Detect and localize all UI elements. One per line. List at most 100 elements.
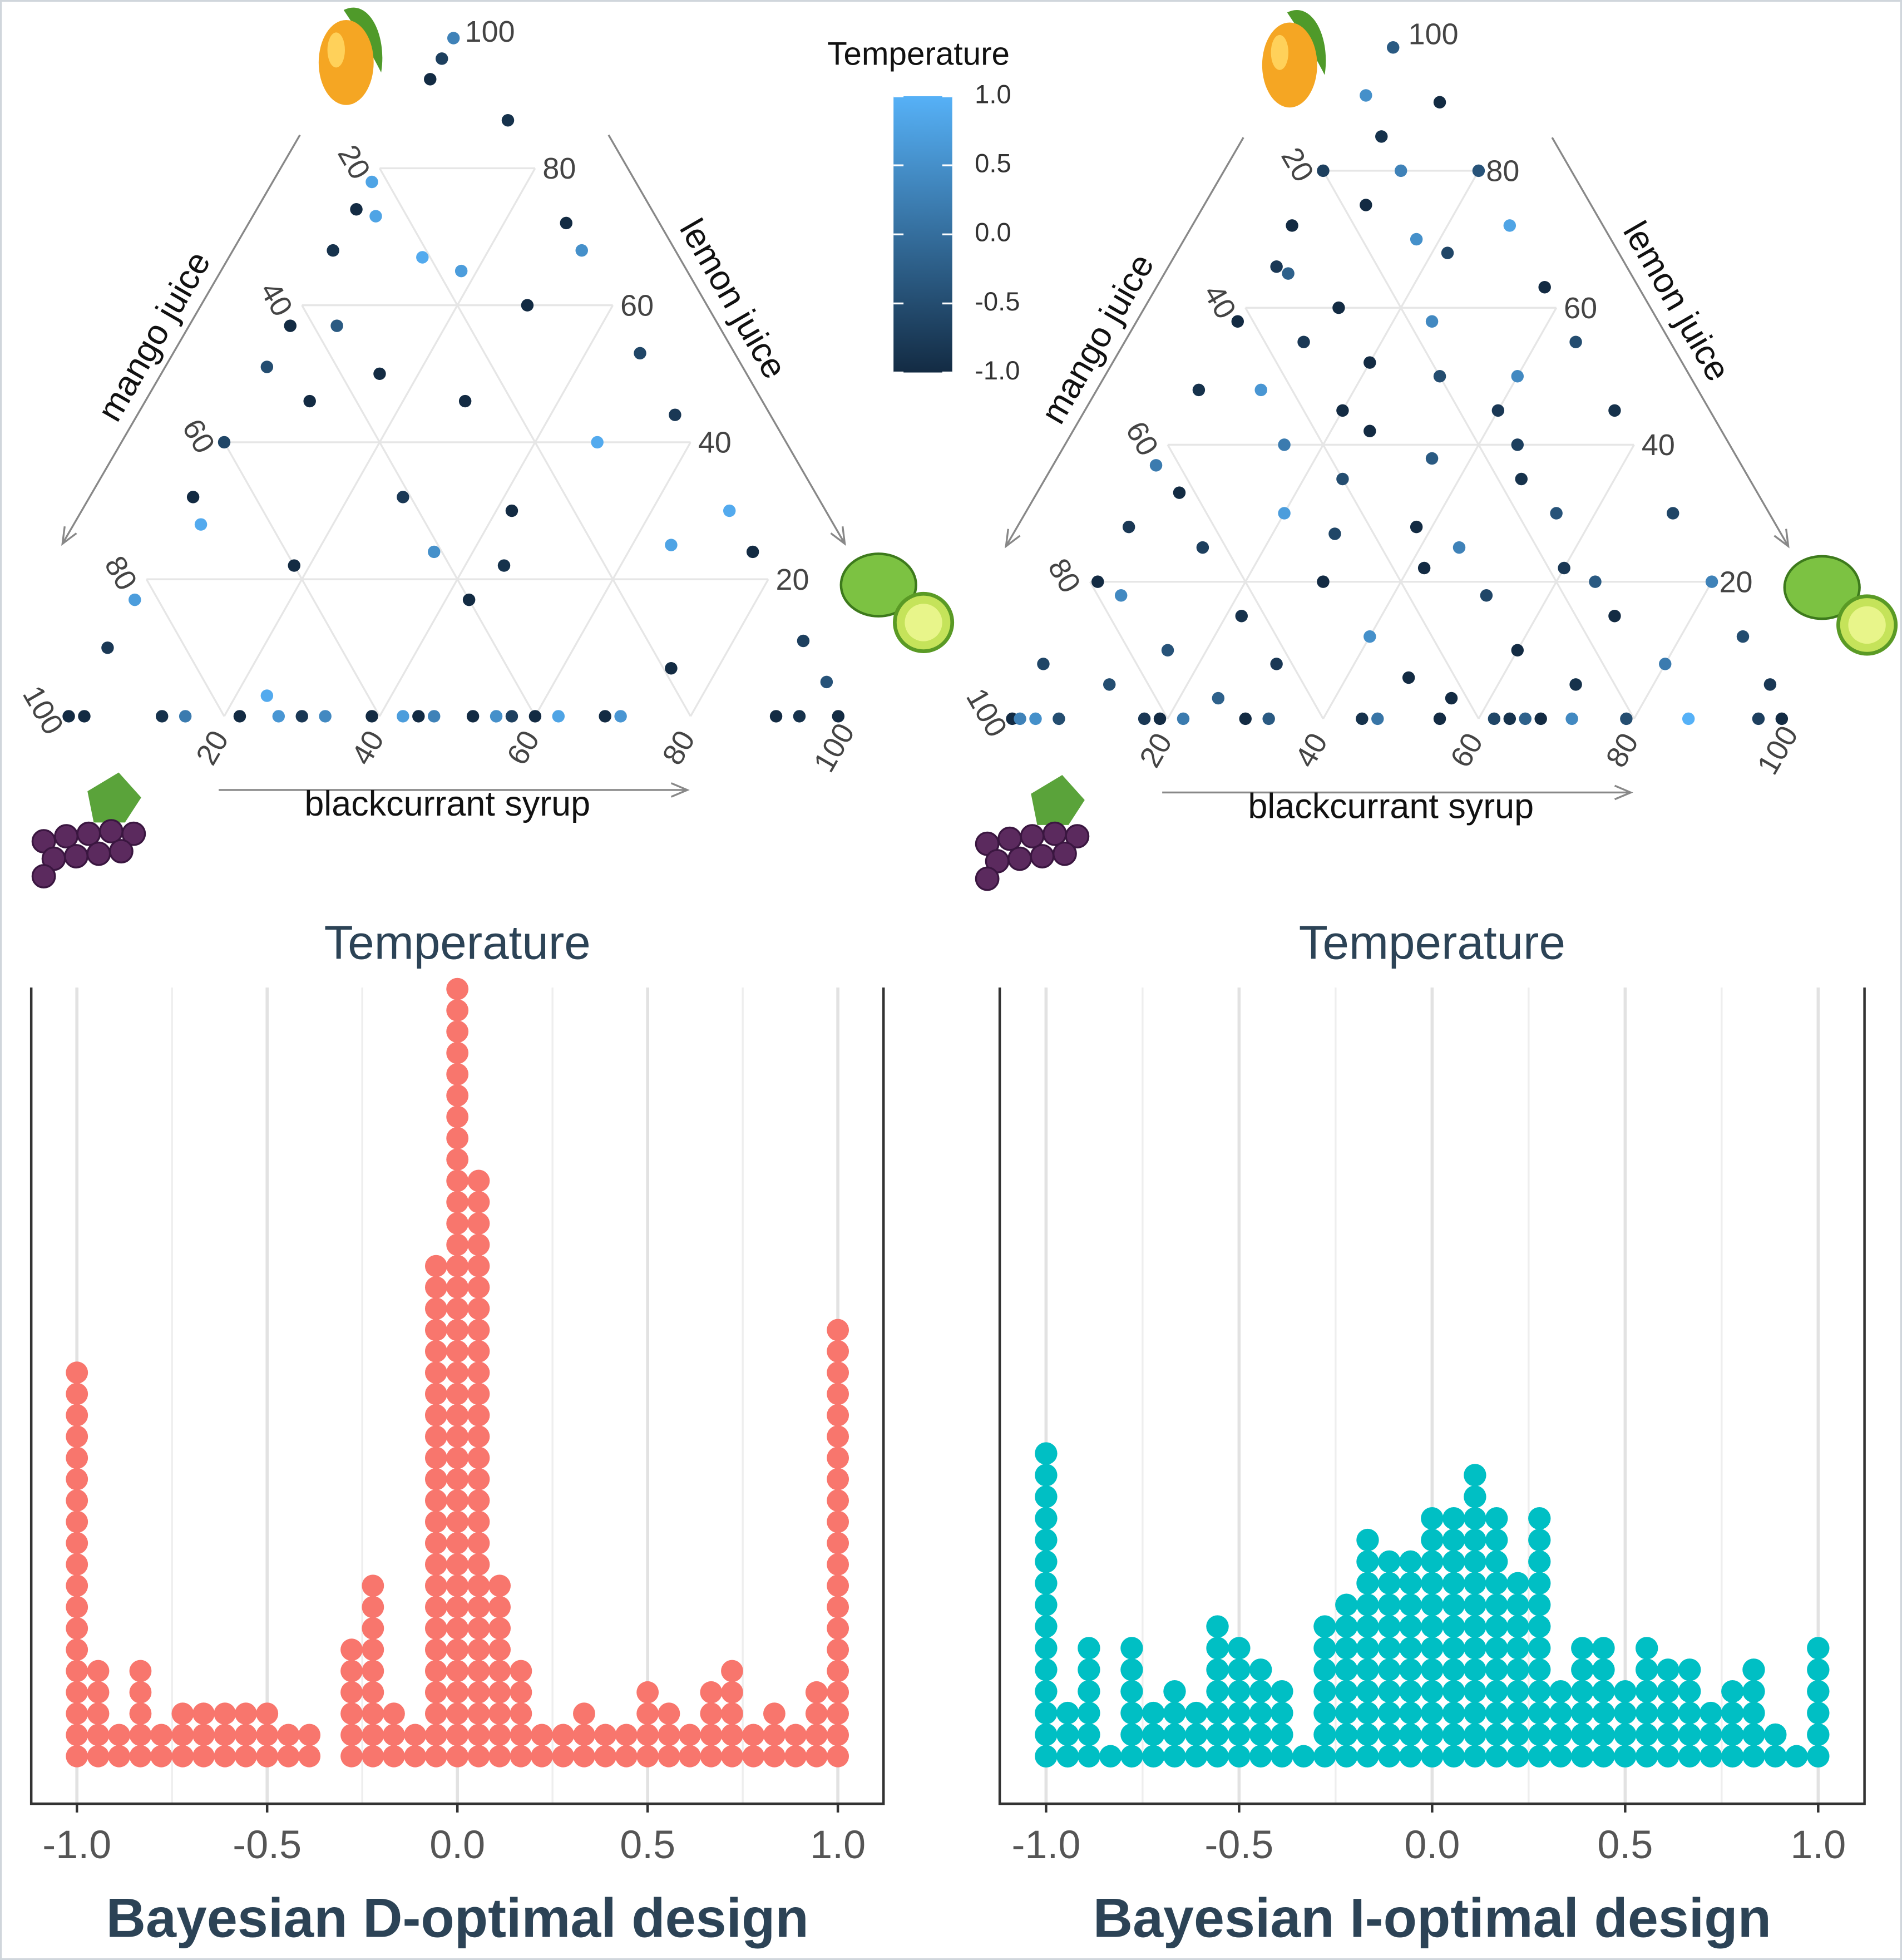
- dot: [362, 1596, 384, 1618]
- point: [1515, 473, 1528, 485]
- dot: [1636, 1745, 1658, 1768]
- dot: [827, 1532, 849, 1554]
- dot: [1485, 1702, 1508, 1724]
- dot: [425, 1596, 447, 1618]
- dot: [1378, 1551, 1400, 1573]
- point: [1426, 315, 1438, 328]
- dot: [531, 1745, 553, 1768]
- point: [1395, 165, 1407, 177]
- dot: [1464, 1724, 1486, 1746]
- dot: [827, 1574, 849, 1597]
- dot: [806, 1702, 828, 1725]
- dot: [446, 1702, 468, 1725]
- dot: [1807, 1724, 1829, 1746]
- dot: [1506, 1724, 1529, 1746]
- point: [373, 368, 386, 380]
- dot: [1163, 1745, 1185, 1768]
- dot: [1549, 1724, 1572, 1746]
- point: [1356, 713, 1368, 725]
- dot: [446, 1447, 468, 1469]
- dot: [446, 1170, 468, 1192]
- dot: [1378, 1724, 1400, 1746]
- dot: [468, 1276, 490, 1299]
- dot: [1206, 1702, 1228, 1724]
- dot: [1378, 1702, 1400, 1724]
- lime-core: [905, 604, 942, 641]
- point: [502, 114, 514, 126]
- dot: [468, 1255, 490, 1277]
- dot: [383, 1724, 405, 1746]
- dot: [425, 1702, 447, 1725]
- dot: [468, 1724, 490, 1746]
- dot: [1614, 1745, 1636, 1768]
- dot: [66, 1383, 88, 1405]
- dot: [404, 1745, 426, 1768]
- dot: [446, 1297, 468, 1320]
- dot-stack: [192, 1702, 215, 1767]
- dot: [827, 1361, 849, 1384]
- dot: [66, 1681, 88, 1704]
- dot: [700, 1702, 722, 1725]
- dot: [214, 1702, 236, 1725]
- point: [490, 710, 502, 722]
- point: [1667, 507, 1679, 519]
- figure: 202020404040606060808080100100100mango j…: [0, 0, 1902, 1960]
- dot-stack: [1356, 1529, 1379, 1768]
- dot: [256, 1724, 278, 1746]
- dot: [1528, 1572, 1550, 1594]
- dot: [446, 1020, 468, 1043]
- dot: [594, 1724, 616, 1746]
- dot: [1313, 1724, 1336, 1746]
- point: [412, 710, 424, 722]
- dot: [1142, 1745, 1164, 1768]
- dot: [1120, 1702, 1143, 1724]
- dot: [1807, 1637, 1829, 1659]
- dot: [383, 1745, 405, 1768]
- dot: [1485, 1680, 1508, 1702]
- dot: [1356, 1658, 1379, 1681]
- dot-stack: [1700, 1702, 1722, 1768]
- dot: [1078, 1637, 1100, 1659]
- colorbar-label: -1.0: [975, 356, 1020, 385]
- dot: [150, 1724, 172, 1746]
- dot: [1313, 1745, 1336, 1768]
- dot: [827, 1468, 849, 1490]
- dot: [1078, 1745, 1100, 1768]
- dot: [150, 1745, 172, 1768]
- dot: [446, 1553, 468, 1576]
- dot: [1335, 1724, 1357, 1746]
- dot: [1249, 1680, 1272, 1702]
- dot: [1764, 1724, 1786, 1746]
- point: [1270, 658, 1282, 670]
- dot: [425, 1297, 447, 1320]
- dot: [446, 1148, 468, 1171]
- dot: [446, 1383, 468, 1405]
- dot: [1807, 1658, 1829, 1681]
- dot: [1571, 1702, 1593, 1724]
- dot: [1549, 1680, 1572, 1702]
- point: [1236, 610, 1248, 622]
- dot: [1442, 1658, 1465, 1681]
- point: [1569, 335, 1582, 348]
- point: [1037, 658, 1049, 670]
- dot: [1678, 1658, 1701, 1681]
- dot: [1271, 1702, 1293, 1724]
- point: [506, 505, 518, 517]
- dot: [1335, 1658, 1357, 1681]
- dot: [446, 1532, 468, 1554]
- dot-stack: [1506, 1572, 1529, 1768]
- point: [416, 251, 428, 263]
- dot: [1421, 1724, 1443, 1746]
- dot: [1485, 1745, 1508, 1768]
- dot: [827, 1681, 849, 1704]
- point: [1410, 233, 1422, 245]
- dot: [1335, 1680, 1357, 1702]
- dot: [446, 978, 468, 1000]
- point: [1569, 678, 1582, 690]
- dot: [468, 1617, 490, 1640]
- point: [498, 559, 510, 571]
- point: [770, 710, 782, 722]
- dot: [1035, 1485, 1057, 1508]
- point: [521, 299, 533, 311]
- grape: [32, 865, 55, 887]
